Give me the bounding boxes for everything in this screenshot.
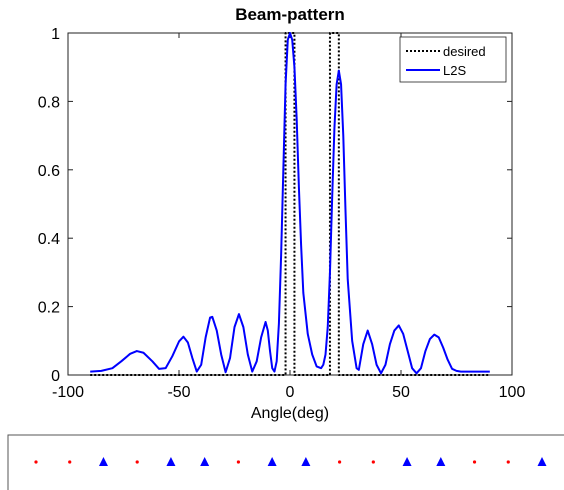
array-element-dot [506, 460, 510, 464]
legend-box [399, 36, 507, 83]
array-element-dot [472, 460, 477, 464]
x-tick-label: 0 [286, 384, 295, 401]
legend-label-l2s: L2S [443, 63, 466, 78]
array-element-dot [371, 460, 375, 464]
y-tick-label: 0 [51, 368, 60, 385]
array-element-triangle [267, 457, 277, 466]
array-element-triangle [537, 457, 547, 466]
series-line-l2s [90, 32, 490, 375]
array-strip-frame [7, 434, 564, 490]
series-line-desired [90, 32, 490, 376]
legend-label-desired: desired [443, 44, 486, 59]
y-tick-label: 0.8 [38, 94, 60, 111]
x-tick-label: 100 [499, 384, 526, 401]
plot-area [67, 32, 513, 376]
y-tick-label: 1 [51, 26, 60, 43]
axis-ticks: -100 -50 0 50 100 0 0.2 0.4 0.6 0.8 1 [38, 26, 526, 401]
x-tick-label: -100 [52, 384, 84, 401]
array-element-dot [34, 460, 38, 464]
y-tick-label: 0.6 [38, 163, 60, 180]
legend: desired L2S [399, 36, 507, 83]
array-element-triangle [301, 457, 311, 466]
y-tick-label: 0.2 [38, 300, 60, 317]
array-element-triangle [402, 457, 412, 466]
array-element-dot [338, 460, 342, 464]
array-strip [34, 457, 547, 466]
array-element-triangle [166, 457, 176, 466]
array-element-dot [236, 460, 240, 464]
x-tick-label: 50 [392, 384, 410, 401]
array-element-dot [135, 460, 139, 464]
array-element-triangle [98, 457, 108, 466]
array-element-triangle [436, 457, 446, 466]
x-axis-label: Angle(deg) [251, 405, 329, 422]
y-tick-label: 0.4 [38, 231, 60, 248]
array-element-triangle [200, 457, 210, 466]
series-group [90, 32, 490, 376]
x-tick-label: -50 [167, 384, 190, 401]
chart-title: Beam-pattern [235, 5, 345, 24]
array-element-dot [68, 460, 72, 464]
